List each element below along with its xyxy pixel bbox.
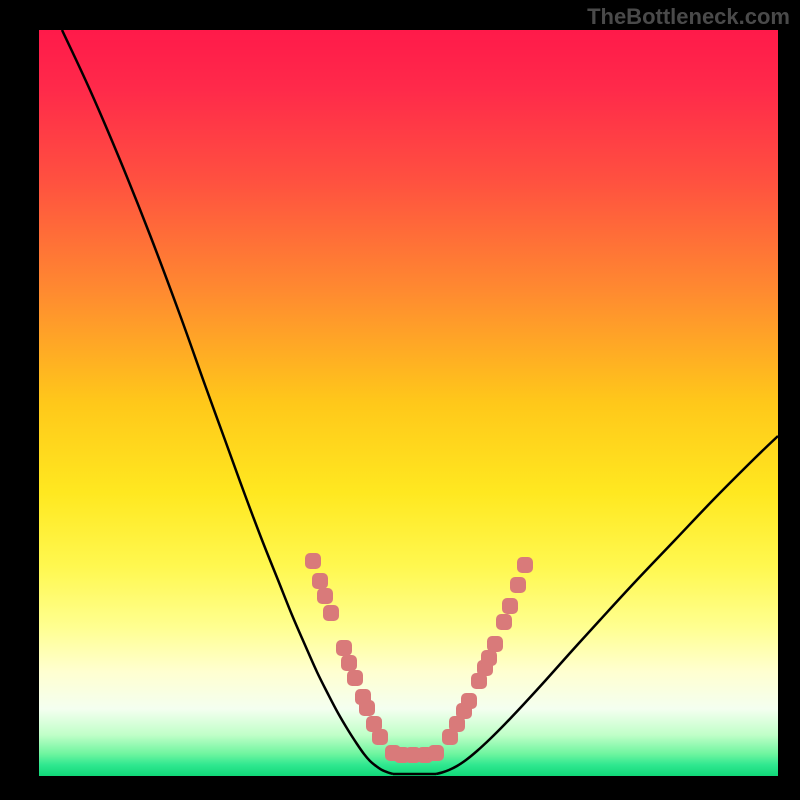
data-marker bbox=[496, 614, 512, 630]
attribution-text: TheBottleneck.com bbox=[587, 4, 790, 29]
data-marker bbox=[336, 640, 352, 656]
chart-curves-layer bbox=[39, 30, 778, 776]
attribution-watermark: TheBottleneck.com bbox=[587, 4, 790, 30]
data-marker bbox=[347, 670, 363, 686]
plot-area bbox=[39, 30, 778, 776]
data-marker bbox=[517, 557, 533, 573]
data-marker bbox=[428, 745, 444, 761]
data-marker bbox=[510, 577, 526, 593]
right-bottleneck-curve bbox=[436, 436, 778, 774]
data-marker bbox=[317, 588, 333, 604]
data-marker bbox=[305, 553, 321, 569]
data-marker bbox=[487, 636, 503, 652]
data-marker bbox=[359, 700, 375, 716]
data-marker bbox=[481, 650, 497, 666]
data-marker bbox=[502, 598, 518, 614]
data-marker bbox=[341, 655, 357, 671]
data-marker bbox=[372, 729, 388, 745]
data-marker bbox=[461, 693, 477, 709]
data-marker bbox=[323, 605, 339, 621]
data-marker bbox=[312, 573, 328, 589]
